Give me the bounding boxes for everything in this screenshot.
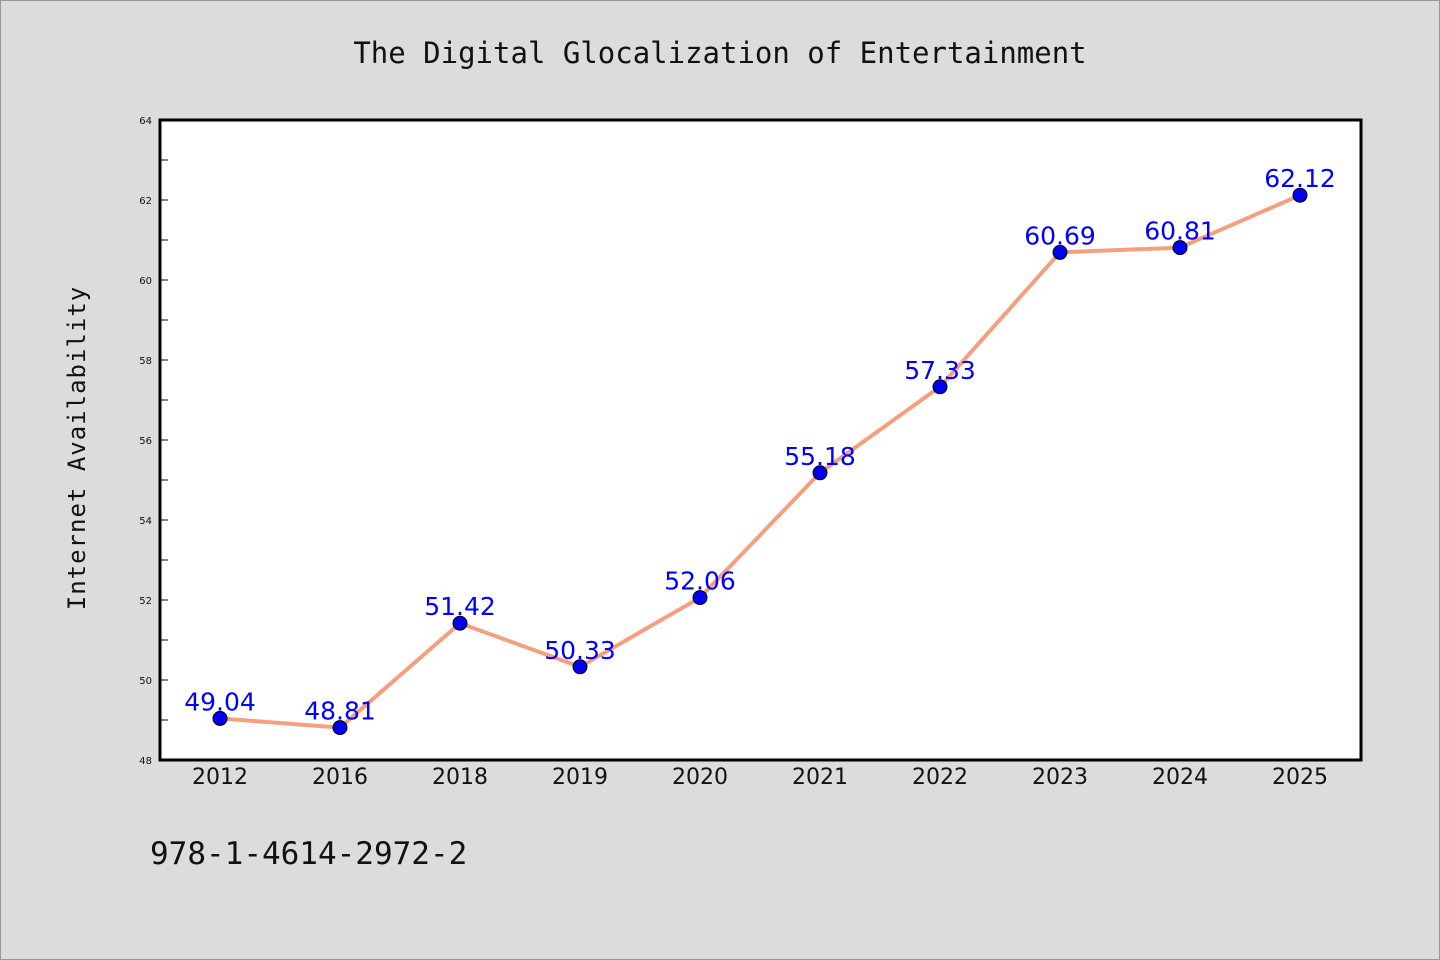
x-tick-label: 2020: [672, 765, 728, 790]
data-label: 60.69: [1024, 221, 1096, 250]
footer-code: 978-1-4614-2972-2: [150, 836, 467, 872]
x-tick-label: 2025: [1272, 765, 1328, 790]
data-point: [1292, 187, 1308, 203]
plot-area: [158, 118, 1363, 762]
y-tick-label: 54: [139, 516, 152, 527]
data-labels: 49.04 48.81 51.42 50.33 52.06 55.18 57.33 60.69…: [184, 164, 1336, 725]
y-axis-ticks: 48 50 52 54 56 58 60 62 64: [139, 116, 168, 767]
x-tick-label: 2022: [912, 765, 968, 790]
data-point: [572, 659, 588, 675]
data-point: [1052, 244, 1068, 260]
x-tick-label: 2016: [312, 765, 368, 790]
data-point: [692, 590, 708, 606]
data-point: [812, 465, 828, 481]
x-tick-label: 2023: [1032, 765, 1088, 790]
data-point: [212, 710, 228, 726]
x-tick-label: 2012: [192, 765, 248, 790]
data-label: 51.42: [424, 592, 496, 621]
data-point: [332, 720, 348, 736]
x-tick-label: 2019: [552, 765, 608, 790]
y-tick-label: 62: [139, 196, 152, 207]
data-label: 55.18: [784, 442, 856, 471]
y-tick-label: 56: [139, 436, 152, 447]
data-label: 62.12: [1264, 164, 1336, 193]
data-label: 57.33: [904, 356, 976, 385]
x-tick-label: 2021: [792, 765, 848, 790]
y-tick-label: 50: [139, 676, 152, 687]
data-label: 52.06: [664, 567, 736, 596]
y-tick-label: 60: [139, 276, 152, 287]
y-tick-label: 52: [139, 596, 152, 607]
chart-title: The Digital Glocalization of Entertainme…: [353, 36, 1086, 70]
data-label: 60.81: [1144, 217, 1216, 246]
x-axis-ticks: 2012 2016 2018 2019 2020 2021 2022 2023 2024 2025: [192, 765, 1328, 790]
y-tick-label: 48: [139, 756, 152, 767]
y-tick-label: 58: [139, 356, 152, 367]
data-point: [1172, 240, 1188, 256]
data-point: [932, 379, 948, 395]
data-label: 50.33: [544, 636, 616, 665]
x-tick-label: 2024: [1152, 765, 1208, 790]
y-axis-label: Internet Availability: [63, 286, 91, 610]
series-markers: [212, 187, 1308, 736]
y-tick-label: 64: [139, 116, 152, 127]
series-line: [218, 193, 1302, 730]
data-label: 48.81: [304, 697, 376, 726]
data-label: 49.04: [184, 687, 256, 716]
x-tick-label: 2018: [432, 765, 488, 790]
data-point: [452, 615, 468, 631]
